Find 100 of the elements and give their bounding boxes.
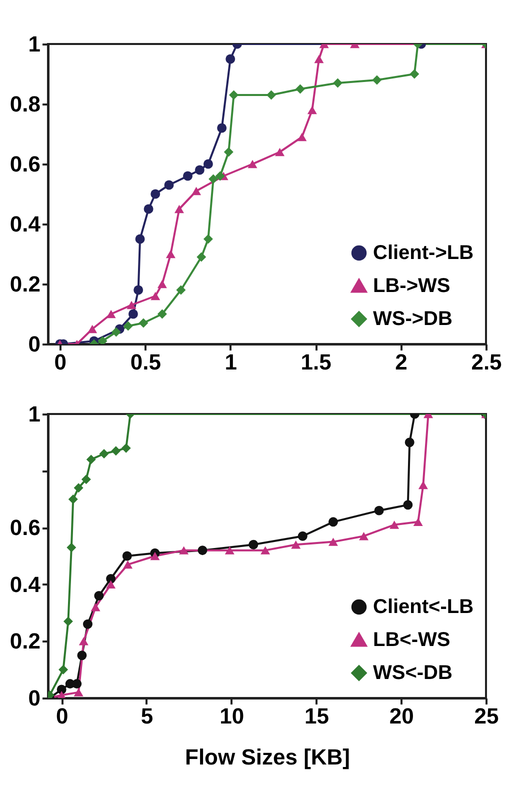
- point: [208, 174, 218, 184]
- point: [298, 531, 308, 541]
- x-tick-label: 1: [224, 350, 237, 374]
- point: [203, 234, 213, 244]
- x-tick-label: 0.5: [130, 350, 161, 374]
- point: [150, 292, 160, 300]
- point: [111, 327, 121, 337]
- point: [86, 454, 96, 464]
- point: [203, 159, 213, 169]
- point: [174, 204, 184, 214]
- point: [229, 90, 239, 100]
- point: [72, 679, 82, 689]
- point: [275, 148, 285, 156]
- x-tick-label: 2.5: [471, 350, 502, 374]
- x-tick-label: 25: [474, 704, 499, 728]
- y-tick-label: 1: [28, 402, 40, 426]
- point: [260, 546, 270, 554]
- y-tick-label: 1: [28, 32, 40, 56]
- point: [63, 616, 73, 626]
- point: [121, 443, 131, 453]
- x-tick-label: 0: [56, 704, 68, 728]
- legend-label: LB->WS: [373, 275, 450, 297]
- point: [98, 336, 108, 344]
- point: [390, 520, 400, 529]
- point: [122, 551, 132, 561]
- point: [295, 84, 305, 94]
- legend-label: Client<-LB: [373, 596, 474, 618]
- point: [111, 446, 121, 456]
- x-tick-label: 1.5: [300, 350, 332, 374]
- point: [123, 560, 133, 569]
- legend-label: Client->LB: [373, 242, 474, 264]
- x-tick-label: 0: [54, 350, 67, 374]
- point: [74, 483, 84, 493]
- point: [217, 123, 227, 133]
- legend-label: WS<-DB: [373, 662, 452, 684]
- point: [150, 552, 160, 560]
- point: [194, 165, 204, 175]
- point: [150, 189, 160, 199]
- x-tick-label: 10: [220, 704, 244, 728]
- point: [88, 324, 98, 334]
- y-tick-label: 0.6: [10, 152, 40, 176]
- y-tick-label: 0.2: [10, 272, 40, 296]
- point: [77, 650, 87, 660]
- point: [126, 300, 136, 310]
- point: [90, 603, 100, 612]
- point: [74, 688, 84, 696]
- legend-label: WS->DB: [373, 308, 452, 330]
- point: [328, 538, 338, 546]
- y-tick-label: 0: [28, 332, 40, 356]
- point: [176, 285, 186, 295]
- point: [166, 250, 176, 258]
- point: [198, 546, 208, 556]
- point: [413, 518, 423, 526]
- y-tick-label: 0.4: [10, 212, 42, 236]
- point: [134, 285, 144, 295]
- point: [410, 69, 420, 79]
- point: [56, 684, 66, 694]
- point: [164, 180, 174, 190]
- point: [157, 280, 167, 288]
- point: [94, 591, 104, 600]
- point: [224, 546, 234, 554]
- point: [266, 90, 276, 100]
- point: [135, 234, 145, 244]
- point: [328, 517, 338, 527]
- point: [179, 546, 189, 554]
- x-tick-label: 5: [140, 704, 154, 728]
- y-tick-label: 0: [28, 686, 40, 710]
- point: [403, 500, 413, 510]
- y-tick-label: 0.2: [10, 628, 40, 654]
- y-tick-label: 0.4: [10, 572, 42, 597]
- point: [192, 186, 202, 196]
- point: [215, 171, 225, 181]
- point: [106, 580, 116, 589]
- point: [138, 318, 148, 328]
- point: [66, 542, 76, 552]
- point: [81, 474, 91, 484]
- point: [106, 574, 116, 584]
- point: [224, 147, 234, 157]
- point: [183, 171, 192, 181]
- y-tick-label: 0.6: [10, 515, 40, 540]
- y-tick-label: 0.8: [10, 92, 40, 116]
- point: [106, 310, 116, 318]
- point: [99, 449, 109, 459]
- x-tick-label: 2: [395, 350, 408, 374]
- point: [248, 160, 258, 168]
- point: [374, 506, 384, 516]
- point: [297, 132, 307, 142]
- point: [144, 204, 154, 214]
- point: [359, 532, 369, 540]
- x-tick-label: 20: [389, 704, 414, 728]
- point: [404, 438, 414, 448]
- x-axis-title: Flow Sizes [KB]: [184, 744, 350, 770]
- point: [248, 540, 258, 550]
- point: [314, 54, 324, 64]
- point: [418, 480, 428, 490]
- x-tick-label: 15: [304, 704, 329, 728]
- point: [128, 309, 138, 319]
- point: [123, 321, 133, 331]
- point: [332, 78, 342, 88]
- point: [372, 75, 382, 85]
